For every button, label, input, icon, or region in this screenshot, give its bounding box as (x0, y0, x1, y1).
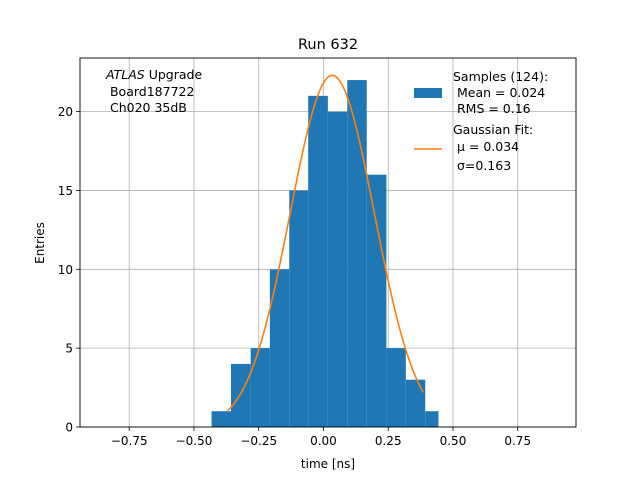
annotation-line-3: Ch020 35dB (106, 100, 187, 115)
y-tick-label: 0 (65, 421, 73, 435)
histogram-bar (308, 95, 328, 427)
x-axis-ticks: −0.75 −0.50 −0.25 0.00 0.25 0.50 0.75 (111, 427, 531, 448)
gaussian-fit-line (227, 74, 424, 412)
annotation-block: ATLAS Upgrade Board187722 Ch020 35dB (105, 67, 202, 115)
x-tick-label: 0.75 (504, 434, 531, 448)
chart-title: Run 632 (298, 37, 358, 53)
x-tick-label: 0.00 (310, 434, 337, 448)
legend-fit-sigma: σ=0.163 (453, 158, 511, 173)
legend-fit-label: Gaussian Fit: (453, 122, 533, 137)
y-axis-ticks: 0 5 10 15 20 (58, 105, 80, 435)
histogram-bar (405, 379, 426, 427)
histogram-bar (366, 174, 387, 427)
x-tick-label: 0.50 (440, 434, 467, 448)
x-tick-label: 0.25 (375, 434, 402, 448)
histogram-bar (425, 411, 439, 427)
x-tick-label: −0.75 (111, 434, 148, 448)
y-tick-label: 20 (58, 105, 73, 119)
x-axis-label: time [ns] (301, 457, 355, 471)
x-tick-label: −0.25 (240, 434, 277, 448)
annotation-line-2: Board187722 (106, 84, 194, 99)
histogram-bar (347, 80, 367, 428)
legend-hist-mean: Mean = 0.024 (453, 85, 545, 100)
y-axis-label: Entries (33, 222, 47, 264)
histogram-bar (250, 348, 270, 427)
x-tick-label: −0.50 (176, 434, 213, 448)
legend: Samples (124): Mean = 0.024 RMS = 0.16 G… (414, 69, 548, 173)
histogram-bar (386, 348, 406, 427)
legend-hist-rms: RMS = 0.16 (453, 101, 531, 116)
y-tick-label: 15 (58, 184, 73, 198)
histogram-bar (231, 363, 251, 427)
legend-hist-swatch (414, 88, 442, 98)
annotation-upgrade: Upgrade (145, 67, 203, 82)
histogram-bars (211, 80, 439, 428)
histogram-bar (289, 190, 309, 427)
y-tick-label: 5 (65, 342, 73, 356)
histogram-bar (327, 111, 348, 427)
y-tick-label: 10 (58, 263, 73, 277)
legend-fit-mu: μ = 0.034 (453, 139, 519, 154)
histogram-bar (211, 411, 232, 427)
annotation-atlas: ATLAS (105, 67, 145, 82)
annotation-line-1: ATLAS Upgrade (105, 67, 202, 82)
legend-hist-label: Samples (124): (453, 69, 548, 84)
histogram-bar (269, 269, 290, 427)
plot-frame (79, 57, 577, 428)
